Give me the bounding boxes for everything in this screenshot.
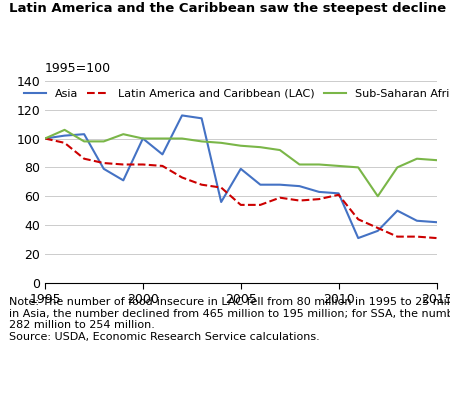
- Latin America and Caribbean (LAC): [180, 175, 185, 180]
- Latin America and Caribbean (LAC): [140, 162, 146, 167]
- Latin America and Caribbean (LAC): [199, 182, 204, 187]
- Latin America and Caribbean (LAC): [62, 141, 68, 145]
- Text: Note: The number of food-insecure in LAC fell from 80 million in 1995 to 25 mill: Note: The number of food-insecure in LAC…: [9, 297, 450, 342]
- Sub-Saharan Africa (SSA): [395, 165, 400, 170]
- Sub-Saharan Africa (SSA): [199, 139, 204, 144]
- Latin America and Caribbean (LAC): [121, 162, 126, 167]
- Asia: [62, 133, 68, 138]
- Latin America and Caribbean (LAC): [356, 217, 361, 222]
- Asia: [180, 113, 185, 118]
- Asia: [238, 166, 243, 171]
- Latin America and Caribbean (LAC): [316, 197, 322, 202]
- Sub-Saharan Africa (SSA): [160, 136, 165, 141]
- Sub-Saharan Africa (SSA): [101, 139, 107, 144]
- Asia: [42, 136, 48, 141]
- Sub-Saharan Africa (SSA): [336, 164, 342, 168]
- Sub-Saharan Africa (SSA): [434, 158, 439, 162]
- Sub-Saharan Africa (SSA): [277, 147, 283, 152]
- Asia: [375, 228, 381, 233]
- Asia: [316, 189, 322, 194]
- Latin America and Caribbean (LAC): [395, 234, 400, 239]
- Sub-Saharan Africa (SSA): [121, 132, 126, 137]
- Latin America and Caribbean (LAC): [81, 156, 87, 161]
- Line: Sub-Saharan Africa (SSA): Sub-Saharan Africa (SSA): [45, 130, 436, 196]
- Latin America and Caribbean (LAC): [219, 185, 224, 190]
- Asia: [258, 182, 263, 187]
- Latin America and Caribbean (LAC): [336, 192, 342, 197]
- Line: Latin America and Caribbean (LAC): Latin America and Caribbean (LAC): [45, 139, 436, 238]
- Asia: [121, 178, 126, 183]
- Asia: [297, 184, 302, 189]
- Text: Latin America and the Caribbean saw the steepest decline in food-insecure people: Latin America and the Caribbean saw the …: [9, 2, 450, 15]
- Latin America and Caribbean (LAC): [277, 195, 283, 200]
- Sub-Saharan Africa (SSA): [316, 162, 322, 167]
- Sub-Saharan Africa (SSA): [258, 145, 263, 149]
- Asia: [199, 116, 204, 121]
- Asia: [140, 136, 146, 141]
- Line: Asia: Asia: [45, 116, 436, 238]
- Latin America and Caribbean (LAC): [375, 225, 381, 230]
- Latin America and Caribbean (LAC): [258, 202, 263, 207]
- Latin America and Caribbean (LAC): [101, 161, 107, 166]
- Latin America and Caribbean (LAC): [297, 198, 302, 203]
- Latin America and Caribbean (LAC): [238, 202, 243, 207]
- Asia: [219, 200, 224, 204]
- Asia: [101, 166, 107, 171]
- Asia: [434, 220, 439, 225]
- Asia: [277, 182, 283, 187]
- Latin America and Caribbean (LAC): [414, 234, 420, 239]
- Latin America and Caribbean (LAC): [42, 136, 48, 141]
- Sub-Saharan Africa (SSA): [297, 162, 302, 167]
- Sub-Saharan Africa (SSA): [81, 139, 87, 144]
- Sub-Saharan Africa (SSA): [238, 143, 243, 148]
- Latin America and Caribbean (LAC): [160, 164, 165, 168]
- Sub-Saharan Africa (SSA): [62, 127, 68, 132]
- Asia: [356, 236, 361, 240]
- Legend: Asia, Latin America and Caribbean (LAC), Sub-Saharan Africa (SSA): Asia, Latin America and Caribbean (LAC),…: [22, 86, 450, 101]
- Asia: [336, 191, 342, 196]
- Sub-Saharan Africa (SSA): [375, 194, 381, 199]
- Text: 1995=100: 1995=100: [45, 62, 111, 75]
- Sub-Saharan Africa (SSA): [219, 141, 224, 145]
- Sub-Saharan Africa (SSA): [42, 136, 48, 141]
- Sub-Saharan Africa (SSA): [140, 136, 146, 141]
- Asia: [160, 152, 165, 157]
- Sub-Saharan Africa (SSA): [414, 156, 420, 161]
- Latin America and Caribbean (LAC): [434, 236, 439, 240]
- Asia: [395, 208, 400, 213]
- Asia: [414, 218, 420, 223]
- Sub-Saharan Africa (SSA): [356, 165, 361, 170]
- Sub-Saharan Africa (SSA): [180, 136, 185, 141]
- Asia: [81, 132, 87, 137]
